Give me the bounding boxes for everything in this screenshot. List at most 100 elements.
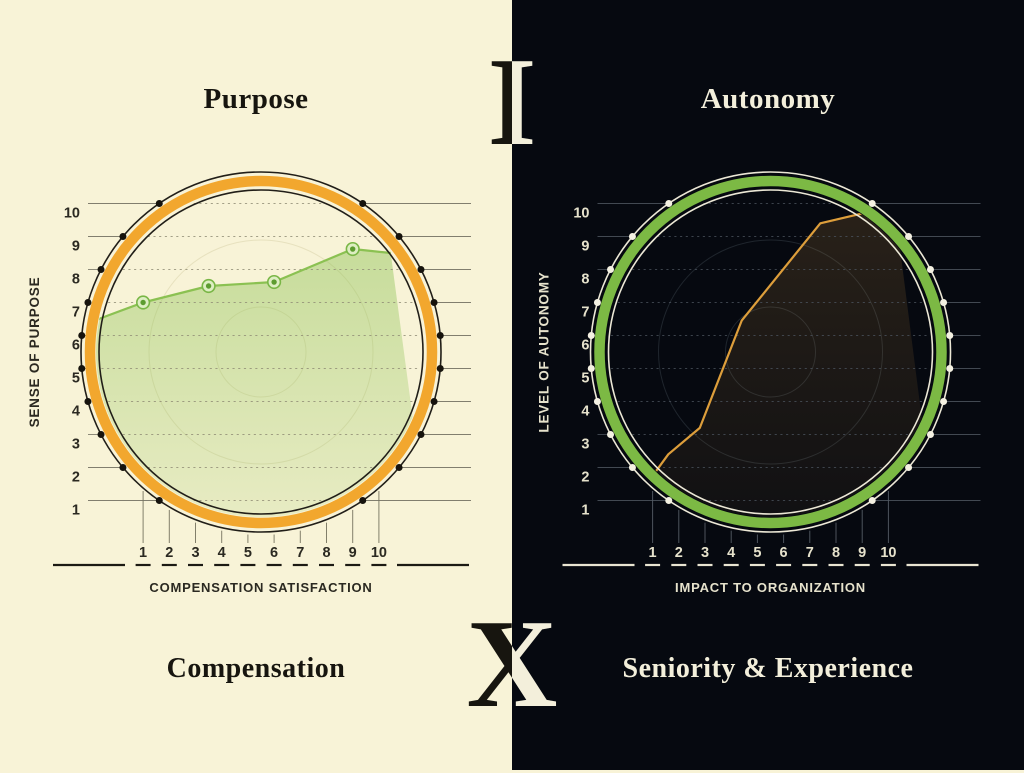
x-tick-label: 7 [296, 545, 304, 561]
ring-dot [940, 299, 948, 306]
ring-dot [665, 200, 673, 207]
ring-dot [430, 299, 438, 306]
ring-dot [868, 200, 876, 207]
x-tick-label: 8 [832, 545, 840, 561]
ring-dot [607, 266, 615, 273]
ring-dot [607, 431, 615, 438]
ring-dot [593, 398, 601, 405]
x-tick-label: 9 [349, 545, 357, 561]
ring-dot [430, 398, 438, 405]
y-tick-label: 3 [581, 437, 589, 453]
ring-dot [665, 497, 673, 504]
letter-i-cream-half: I [487, 33, 537, 172]
purpose-title: Purpose [203, 83, 309, 115]
y-tick-label: 10 [573, 206, 589, 222]
y-tick-label: 1 [581, 503, 589, 519]
x-tick-label: 2 [165, 545, 173, 561]
x-tick-label: 6 [270, 545, 278, 561]
letter-x-dark-half: X [466, 595, 558, 734]
y-tick-label: 3 [72, 437, 80, 453]
x-tick-label: 9 [858, 545, 866, 561]
ring-dot [84, 398, 92, 405]
y-tick-label: 6 [72, 338, 80, 354]
ring-dot [436, 332, 444, 339]
ring-dot [417, 266, 425, 273]
x-tick-label: 4 [727, 545, 735, 561]
ring-dot [155, 497, 163, 504]
ring-dot [905, 464, 913, 471]
ring-dot [926, 431, 934, 438]
bottom-edge-strip [512, 770, 1024, 773]
y-tick-label: 10 [64, 206, 80, 222]
x-axis-title: IMPACT TO ORGANIZATION [675, 580, 866, 595]
ring-dot [84, 299, 92, 306]
y-axis-title: LEVEL OF AUTONOMY [537, 271, 552, 432]
x-tick-label: 1 [649, 545, 657, 561]
y-tick-label: 1 [72, 503, 80, 519]
ring-inner-circle [607, 189, 934, 515]
x-tick-label: 5 [244, 545, 252, 561]
ring-dot [868, 497, 876, 504]
ring-dot [946, 365, 954, 372]
area-fill [652, 213, 936, 517]
data-point-core [140, 299, 146, 306]
ring-dot [940, 398, 948, 405]
ring-dot [119, 233, 127, 240]
ring-dot [587, 332, 595, 339]
ring-dot [926, 266, 934, 273]
y-tick-label: 2 [72, 470, 80, 486]
ring-dot [119, 464, 127, 471]
autonomy-title: Autonomy [700, 83, 836, 115]
autonomy-chart: 1 2 3 4 5 6 7 8 9 10 1 2 3 4 5 6 7 8 9 10 IMPACT TO ORGANIZA… [537, 171, 981, 595]
ring-dot [97, 266, 105, 273]
x-tick-label: 5 [753, 545, 761, 561]
ring-dot [905, 233, 913, 240]
y-tick-label: 8 [581, 272, 589, 288]
data-point-core [205, 283, 212, 289]
seniority-footer-label: Seniority & Experience [622, 653, 914, 684]
x-tick-label: 6 [780, 545, 788, 561]
ring-dot [97, 431, 105, 438]
ring-dot [78, 365, 86, 372]
x-tick-label: 4 [218, 545, 226, 561]
y-axis-title: SENSE OF PURPOSE [27, 277, 42, 428]
y-tick-label: 5 [581, 371, 589, 387]
ring-dot [78, 332, 86, 339]
ring-dot [417, 431, 425, 438]
x-tick-label: 10 [371, 545, 387, 561]
ring-dot [587, 365, 595, 372]
ring-band [84, 175, 438, 529]
ring-dot [628, 464, 636, 471]
compensation-footer-label: Compensation [166, 653, 346, 684]
data-point-core [350, 246, 356, 252]
x-tick-label: 2 [675, 545, 683, 561]
y-tick-label: 6 [581, 338, 589, 354]
y-tick-label: 8 [72, 272, 80, 288]
y-tick-label: 5 [72, 371, 80, 387]
ring-inner-circle [98, 189, 424, 515]
ring-dot [395, 233, 403, 240]
x-axis-title: COMPENSATION SATISFACTION [149, 580, 372, 595]
ring-dot [359, 200, 367, 207]
y-tick-label: 2 [581, 470, 589, 486]
y-tick-label: 4 [72, 404, 80, 420]
ring-band [594, 175, 947, 529]
purpose-chart: 1 2 3 4 5 6 7 8 9 10 1 2 3 4 5 6 7 8 9 10 COMPENSATION SATIS… [27, 171, 471, 595]
divider-letter-x: X X [432, 602, 592, 734]
data-point-core [271, 279, 277, 285]
y-tick-label: 4 [581, 404, 589, 420]
ring-dot [436, 365, 444, 372]
ring-dot [359, 497, 367, 504]
ring-outer-circle [589, 171, 952, 533]
y-tick-label: 9 [72, 239, 80, 255]
divider-letter-i: I I [432, 40, 592, 172]
ring-dot [593, 299, 601, 306]
x-tick-label: 8 [322, 545, 330, 561]
ring-dot [628, 233, 636, 240]
x-tick-label: 3 [191, 545, 199, 561]
ring-dot [155, 200, 163, 207]
x-tick-label: 7 [806, 545, 814, 561]
ring-dot [395, 464, 403, 471]
x-tick-label: 3 [701, 545, 709, 561]
